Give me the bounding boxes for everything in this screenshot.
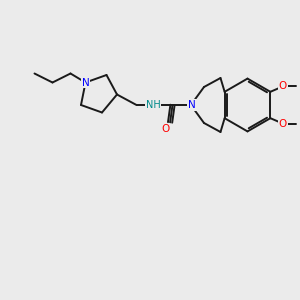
Text: NH: NH — [146, 100, 160, 110]
Text: O: O — [161, 124, 169, 134]
Text: N: N — [188, 100, 196, 110]
Text: N: N — [82, 77, 89, 88]
Text: O: O — [279, 118, 287, 129]
Text: O: O — [279, 81, 287, 92]
